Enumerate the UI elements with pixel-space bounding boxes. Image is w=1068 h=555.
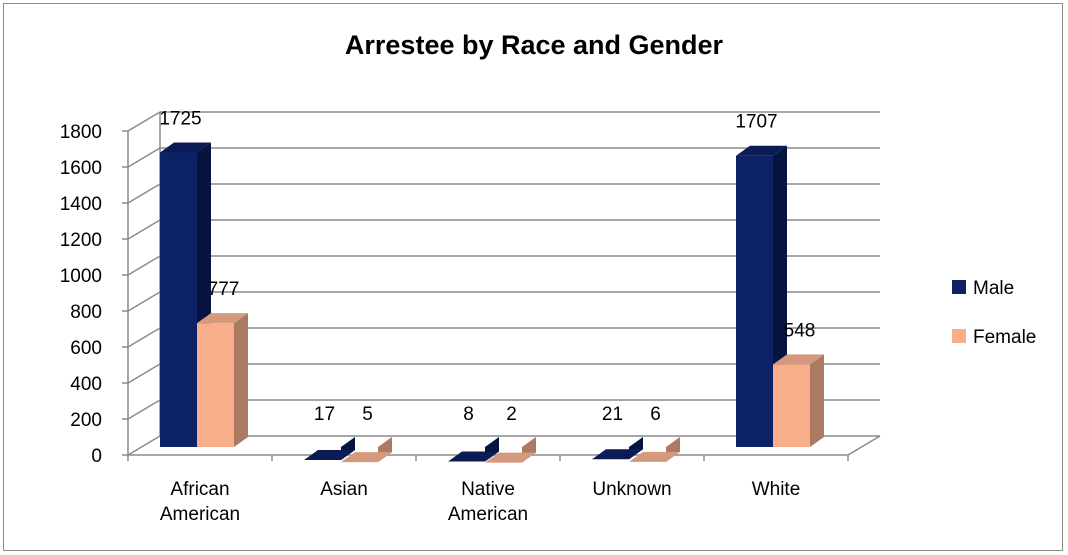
gridline-side: [127, 291, 161, 312]
y-tick-label: 1400: [60, 194, 102, 215]
x-category-label-line: White: [752, 479, 801, 500]
y-tick-label: 800: [70, 302, 102, 323]
bar-female-side: [810, 354, 824, 447]
bar-female: [197, 323, 234, 447]
x-category-label: White: [752, 479, 801, 500]
legend-label-female: Female: [973, 327, 1036, 348]
x-category-label: Unknown: [592, 479, 671, 500]
data-label-male: 17: [314, 404, 335, 425]
data-labels: 1725 777 17 5 8 2 21 6 1707 548: [159, 109, 815, 426]
bar-male-top: [304, 449, 355, 460]
gridline-side: [127, 147, 161, 168]
data-label-female: 548: [784, 320, 816, 341]
x-category-label-line: Unknown: [592, 479, 671, 500]
y-axis-ticks: 0 200 400 600 800 1000 1200 1400 1600 1800: [60, 122, 102, 467]
x-category-label: Asian: [320, 479, 368, 500]
data-label-female: 2: [506, 404, 517, 425]
data-label-female: 5: [362, 404, 373, 425]
data-label-female: 6: [650, 404, 661, 425]
gridline-side: [127, 399, 161, 420]
bar-male: [736, 155, 773, 448]
x-category-label-line: African: [170, 479, 229, 500]
data-label-male: 1707: [735, 112, 777, 133]
legend-swatch-male: [952, 280, 966, 294]
y-tick-label: 1600: [60, 158, 102, 179]
gridline-side: [127, 111, 161, 132]
gridline-side: [127, 363, 161, 384]
bar-male-top: [736, 145, 787, 156]
bars: [160, 142, 824, 463]
y-tick-label: 1200: [60, 230, 102, 251]
data-label-male: 1725: [159, 109, 201, 130]
x-category-label-line: American: [160, 504, 240, 525]
x-category-label: African American: [160, 479, 240, 525]
bar-male-top: [160, 142, 211, 153]
data-label-male: 21: [602, 404, 623, 425]
legend-swatch-female: [952, 329, 966, 343]
y-tick-label: 1000: [60, 266, 102, 287]
bar-male: [160, 152, 197, 447]
bar-female-top: [629, 451, 680, 462]
bar-female-top: [485, 452, 536, 463]
x-category-label-line: American: [448, 504, 528, 525]
gridline-side: [127, 255, 161, 276]
y-tick-label: 0: [91, 446, 102, 467]
data-label-female: 777: [208, 279, 240, 300]
x-category-label-line: Asian: [320, 479, 368, 500]
x-category-label-line: Native: [461, 479, 515, 500]
floor-edge: [847, 435, 881, 456]
bar-female-top: [341, 452, 392, 463]
gridline-side: [127, 435, 161, 456]
y-tick-label: 200: [70, 410, 102, 431]
gridline-side: [127, 327, 161, 348]
data-label-male: 8: [463, 404, 474, 425]
y-tick-label: 400: [70, 374, 102, 395]
bar-male-top: [448, 451, 499, 462]
legend-label-male: Male: [973, 278, 1014, 299]
chart-title: Arrestee by Race and Gender: [344, 30, 724, 60]
y-tick-label: 1800: [60, 122, 102, 143]
gridline-side: [127, 219, 161, 240]
legend: Male Female: [952, 278, 1036, 348]
bar-male-top: [592, 449, 643, 460]
bar-female-top: [197, 313, 248, 324]
x-category-label: Native American: [448, 479, 528, 525]
gridline-side: [127, 183, 161, 204]
bar-female-side: [234, 313, 248, 447]
bar-female-top: [773, 354, 824, 365]
y-tick-label: 600: [70, 338, 102, 359]
x-axis-categories: African American Asian Native American Unknow…: [160, 479, 800, 525]
bar-female: [773, 364, 810, 447]
